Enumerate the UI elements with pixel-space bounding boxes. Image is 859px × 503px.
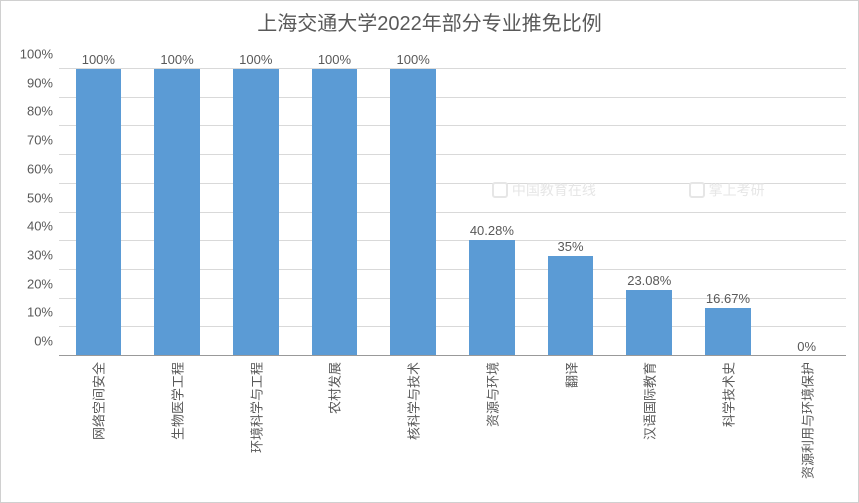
bar-slot: 100%	[138, 69, 217, 356]
bar-value-label: 16.67%	[706, 291, 750, 306]
chart-title: 上海交通大学2022年部分专业推免比例	[1, 1, 858, 41]
x-label-slot: 网络空间安全	[59, 356, 138, 486]
bar	[548, 256, 594, 356]
x-label-slot: 资源利用与环境保护	[767, 356, 846, 486]
x-category-label: 科学技术史	[718, 362, 737, 427]
y-tick-label: 40%	[9, 219, 53, 234]
x-category-label: 网络空间安全	[89, 362, 108, 440]
plot-area: 0%10%20%30%40%50%60%70%80%90%100% 100%10…	[59, 49, 846, 486]
x-category-label: 资源与环境	[482, 362, 501, 427]
bar-slot: 0%	[767, 69, 846, 356]
bar	[312, 69, 358, 356]
bar-slot: 100%	[295, 69, 374, 356]
x-category-label: 农村发展	[325, 362, 344, 414]
bar	[626, 290, 672, 356]
y-tick-label: 80%	[9, 104, 53, 119]
bar-value-label: 100%	[160, 52, 193, 67]
bar-value-label: 100%	[397, 52, 430, 67]
bar-slot: 100%	[374, 69, 453, 356]
bar-value-label: 40.28%	[470, 223, 514, 238]
bar-slot: 100%	[216, 69, 295, 356]
bar	[390, 69, 436, 356]
y-tick-label: 20%	[9, 276, 53, 291]
x-label-slot: 核科学与技术	[374, 356, 453, 486]
bar-value-label: 35%	[558, 239, 584, 254]
x-category-label: 翻译	[561, 362, 580, 388]
bar	[705, 308, 751, 356]
bar-slot: 35%	[531, 69, 610, 356]
bar-value-label: 23.08%	[627, 273, 671, 288]
x-category-label: 核科学与技术	[404, 362, 423, 440]
x-labels-group: 网络空间安全 生物医学工程 环境科学与工程 农村发展 核科学与技术 资源与环境 翻译 汉语国际…	[59, 356, 846, 486]
x-category-label: 资源利用与环境保护	[797, 362, 816, 479]
x-label-slot: 环境科学与工程	[216, 356, 295, 486]
x-label-slot: 汉语国际教育	[610, 356, 689, 486]
bar-value-label: 100%	[82, 52, 115, 67]
bar	[154, 69, 200, 356]
x-category-label: 环境科学与工程	[246, 362, 265, 453]
x-label-slot: 生物医学工程	[138, 356, 217, 486]
bar-slot: 100%	[59, 69, 138, 356]
y-tick-label: 50%	[9, 190, 53, 205]
bar-value-label: 100%	[318, 52, 351, 67]
x-label-slot: 资源与环境	[453, 356, 532, 486]
x-label-slot: 农村发展	[295, 356, 374, 486]
y-tick-label: 60%	[9, 161, 53, 176]
bar-slot: 23.08%	[610, 69, 689, 356]
bar-value-label: 100%	[239, 52, 272, 67]
x-category-label: 生物医学工程	[168, 362, 187, 440]
chart-container: 上海交通大学2022年部分专业推免比例 0% 10% 20% 30% 40% 50% 60%…	[0, 0, 859, 503]
bar-slot: 16.67%	[689, 69, 768, 356]
bar	[76, 69, 122, 356]
y-tick-label: 10%	[9, 305, 53, 320]
x-label-slot: 科学技术史	[689, 356, 768, 486]
bar	[233, 69, 279, 356]
x-category-label: 汉语国际教育	[640, 362, 659, 440]
bar-slot: 40.28%	[453, 69, 532, 356]
y-tick-label: 70%	[9, 133, 53, 148]
bars-group: 100%100%100%100%100%40.28%35%23.08%16.67…	[59, 69, 846, 356]
y-tick-label: 100%	[9, 47, 53, 62]
x-label-slot: 翻译	[531, 356, 610, 486]
y-tick-label: 30%	[9, 247, 53, 262]
bar-value-label: 0%	[797, 339, 816, 354]
bar	[469, 240, 515, 356]
y-tick-label: 90%	[9, 75, 53, 90]
y-tick-label: 0%	[9, 334, 53, 349]
